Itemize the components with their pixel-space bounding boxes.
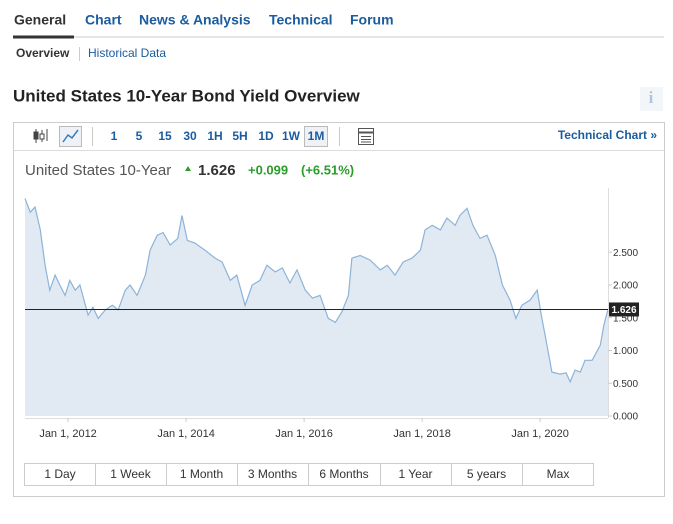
y-tick-label: 2.000 xyxy=(613,281,638,292)
chart-frame xyxy=(13,122,665,497)
y-tick-label: 1.000 xyxy=(613,346,638,357)
sub-tab[interactable]: Overview xyxy=(16,46,70,60)
nav-tab[interactable]: Chart xyxy=(85,12,122,28)
last-price-tag xyxy=(609,302,639,317)
interval-button[interactable]: 1D xyxy=(258,129,274,143)
interval-button[interactable]: 5 xyxy=(136,129,143,143)
y-tick-label: 0.000 xyxy=(613,412,638,423)
last-price-label: 1.626 xyxy=(611,305,636,316)
interval-button[interactable]: 1W xyxy=(282,129,301,143)
interval-button[interactable]: 5H xyxy=(232,129,247,143)
x-tick-label: Jan 1, 2018 xyxy=(393,428,451,440)
quote-change: +0.099 xyxy=(248,162,288,177)
range-button[interactable]: 3 Months xyxy=(248,467,297,481)
range-button[interactable]: 1 Year xyxy=(398,467,432,481)
range-button[interactable]: 1 Month xyxy=(180,467,223,481)
technical-chart-link[interactable]: Technical Chart » xyxy=(558,128,657,142)
nav-tab[interactable]: News & Analysis xyxy=(139,12,251,28)
y-tick-label: 2.500 xyxy=(613,248,638,259)
table-icon[interactable] xyxy=(358,128,374,145)
up-arrow xyxy=(185,166,191,171)
x-tick-label: Jan 1, 2016 xyxy=(275,428,333,440)
range-button[interactable]: 1 Day xyxy=(44,467,75,481)
range-button[interactable]: Max xyxy=(547,467,570,481)
interval-active xyxy=(304,126,328,147)
candle-icon[interactable] xyxy=(33,129,48,143)
interval-button[interactable]: 1M xyxy=(308,129,325,143)
interval-button[interactable]: 30 xyxy=(183,129,197,143)
interval-button[interactable]: 1H xyxy=(207,129,222,143)
nav-tab[interactable]: General xyxy=(14,12,66,28)
range-button[interactable]: 5 years xyxy=(467,467,506,481)
range-button[interactable]: 1 Week xyxy=(110,467,151,481)
x-tick-label: Jan 1, 2020 xyxy=(511,428,569,440)
x-tick-label: Jan 1, 2012 xyxy=(39,428,97,440)
nav-tab[interactable]: Technical xyxy=(269,12,333,28)
interval-button[interactable]: 1 xyxy=(111,129,118,143)
quote-name: United States 10-Year xyxy=(25,162,171,179)
interval-button[interactable]: 15 xyxy=(158,129,172,143)
area-fill xyxy=(25,198,608,416)
page-title: United States 10-Year Bond Yield Overvie… xyxy=(13,86,361,105)
area-line xyxy=(24,198,609,384)
quote-last: 1.626 xyxy=(198,162,236,179)
y-tick-label: 0.500 xyxy=(613,379,638,390)
quote-change-pct: (+6.51%) xyxy=(301,162,354,177)
sub-tab[interactable]: Historical Data xyxy=(88,46,166,60)
y-tick-label: 1.500 xyxy=(613,313,638,324)
nav-tab[interactable]: Forum xyxy=(350,12,394,28)
line-icon xyxy=(62,129,79,143)
info-box xyxy=(640,87,663,111)
x-tick-label: Jan 1, 2014 xyxy=(157,428,215,440)
range-button[interactable]: 6 Months xyxy=(319,467,368,481)
